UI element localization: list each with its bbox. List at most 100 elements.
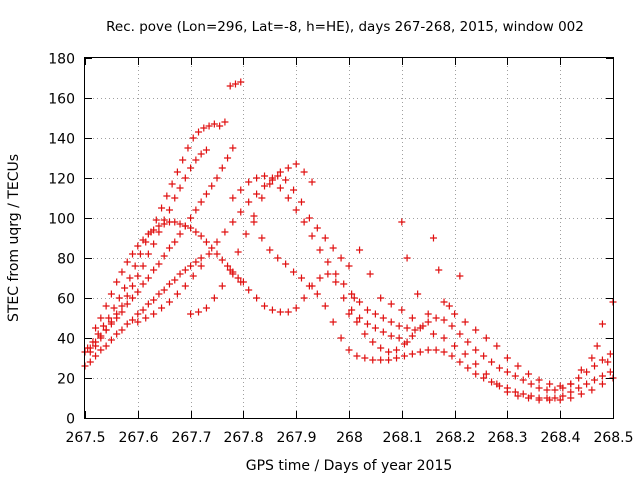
data-point bbox=[284, 308, 292, 316]
data-point bbox=[556, 396, 564, 404]
data-point bbox=[268, 176, 276, 184]
data-point bbox=[171, 218, 179, 226]
data-point bbox=[332, 270, 340, 278]
data-point bbox=[189, 272, 197, 280]
data-point bbox=[144, 250, 152, 258]
data-point bbox=[567, 394, 575, 402]
data-point bbox=[205, 250, 213, 258]
data-point bbox=[385, 356, 393, 364]
data-point bbox=[363, 306, 371, 314]
data-point bbox=[282, 176, 290, 184]
data-point bbox=[588, 386, 596, 394]
y-axis-label: STEC from uqrg / TECUs bbox=[6, 154, 22, 322]
data-point bbox=[551, 394, 559, 402]
data-point bbox=[192, 206, 200, 214]
data-point bbox=[165, 298, 173, 306]
data-point bbox=[134, 242, 142, 250]
data-point bbox=[361, 354, 369, 362]
data-point bbox=[129, 316, 137, 324]
data-point bbox=[160, 286, 168, 294]
data-point bbox=[197, 262, 205, 270]
data-point bbox=[163, 192, 171, 200]
data-point bbox=[356, 298, 364, 306]
data-point bbox=[192, 258, 200, 266]
data-point bbox=[340, 294, 348, 302]
data-point bbox=[472, 360, 480, 368]
x-tick-label: 267.6 bbox=[118, 430, 158, 446]
data-point bbox=[237, 278, 245, 286]
data-point bbox=[155, 290, 163, 298]
data-point bbox=[168, 180, 176, 188]
data-point bbox=[598, 380, 606, 388]
data-point bbox=[229, 270, 237, 278]
data-point bbox=[577, 390, 585, 398]
data-point bbox=[139, 262, 147, 270]
data-point bbox=[86, 358, 94, 366]
data-point bbox=[110, 304, 118, 312]
data-point bbox=[403, 254, 411, 262]
data-point bbox=[97, 314, 105, 322]
data-point bbox=[353, 318, 361, 326]
data-point bbox=[181, 174, 189, 182]
data-point bbox=[173, 168, 181, 176]
data-point bbox=[102, 326, 110, 334]
data-point bbox=[398, 306, 406, 314]
data-point bbox=[371, 324, 379, 332]
data-point bbox=[308, 178, 316, 186]
data-point bbox=[493, 380, 501, 388]
data-point bbox=[202, 190, 210, 198]
data-point bbox=[337, 334, 345, 342]
data-point bbox=[208, 244, 216, 252]
data-point bbox=[511, 372, 519, 380]
data-point bbox=[305, 282, 313, 290]
data-point bbox=[250, 212, 258, 220]
data-point bbox=[152, 216, 160, 224]
data-point bbox=[202, 238, 210, 246]
data-point bbox=[313, 224, 321, 232]
data-point bbox=[429, 330, 437, 338]
data-point bbox=[456, 358, 464, 366]
data-point bbox=[424, 346, 432, 354]
data-point bbox=[258, 194, 266, 202]
axis-ticks: 0 20 40 60 80 100 120 140 160 180 267.5 267.6 267.7 2… bbox=[48, 52, 633, 447]
data-point bbox=[440, 316, 448, 324]
data-point bbox=[234, 248, 242, 256]
data-point bbox=[218, 256, 226, 264]
y-tick-label: 160 bbox=[48, 92, 75, 108]
data-point bbox=[237, 186, 245, 194]
data-point bbox=[598, 372, 606, 380]
data-point bbox=[165, 206, 173, 214]
data-point bbox=[284, 164, 292, 172]
data-point bbox=[363, 320, 371, 328]
data-point bbox=[329, 244, 337, 252]
data-point bbox=[86, 348, 94, 356]
data-point bbox=[92, 352, 100, 360]
data-point bbox=[165, 280, 173, 288]
data-point bbox=[577, 366, 585, 374]
data-point bbox=[155, 222, 163, 230]
data-point bbox=[105, 314, 113, 322]
data-point bbox=[395, 322, 403, 330]
data-point bbox=[591, 376, 599, 384]
data-point bbox=[456, 330, 464, 338]
data-point bbox=[377, 294, 385, 302]
data-point bbox=[340, 280, 348, 288]
data-point bbox=[369, 356, 377, 364]
data-point bbox=[118, 302, 126, 310]
data-point bbox=[205, 122, 213, 130]
data-point bbox=[361, 330, 369, 338]
data-point bbox=[102, 342, 110, 350]
data-point bbox=[366, 270, 374, 278]
data-point bbox=[535, 384, 543, 392]
data-point bbox=[379, 314, 387, 322]
data-point bbox=[176, 270, 184, 278]
data-point bbox=[213, 250, 221, 258]
data-point bbox=[226, 266, 234, 274]
data-point bbox=[84, 344, 92, 352]
data-point bbox=[144, 274, 152, 282]
data-point bbox=[118, 326, 126, 334]
data-point bbox=[300, 218, 308, 226]
data-point bbox=[411, 326, 419, 334]
data-point bbox=[187, 262, 195, 270]
data-point bbox=[464, 364, 472, 372]
